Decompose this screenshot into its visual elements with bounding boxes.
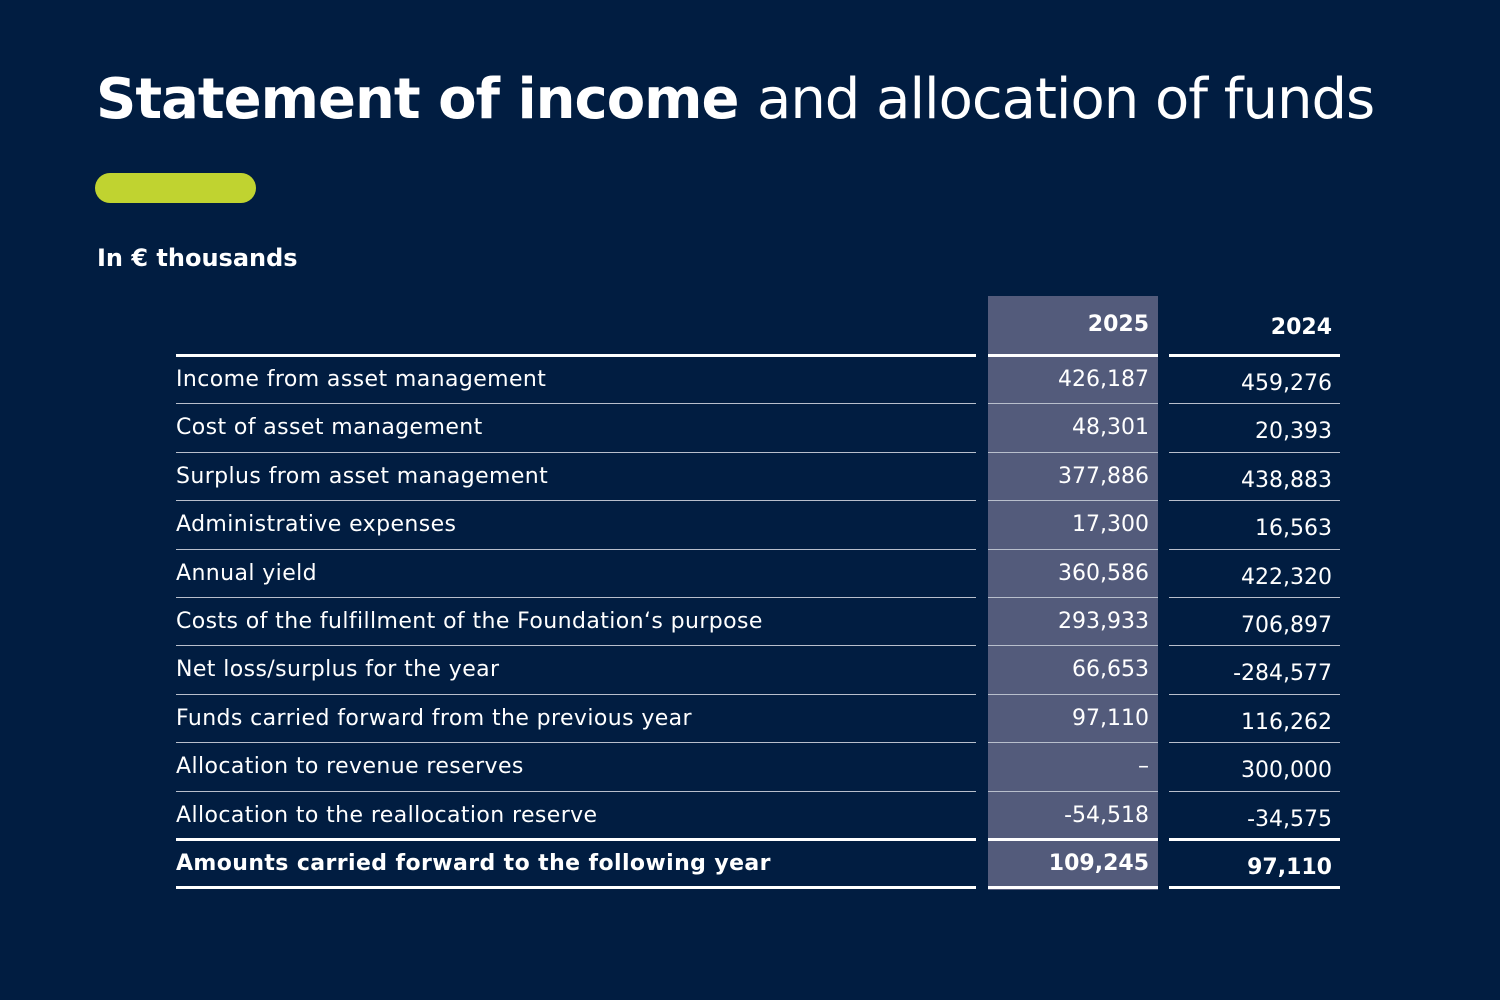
row-label: Income from asset management <box>176 367 547 392</box>
table-rule-thick <box>176 838 976 841</box>
table-row: Allocation to revenue reserves – 300,000 <box>0 744 1500 792</box>
table-rule <box>988 403 1158 405</box>
table-rule-thick <box>176 354 976 357</box>
table-rule <box>176 693 976 695</box>
table-row: Allocation to the reallocation reserve -5… <box>0 793 1500 841</box>
table-rule <box>1169 548 1340 550</box>
value-2024: 422,320 <box>1241 564 1332 590</box>
value-2025: 360,586 <box>1058 560 1149 586</box>
value-2025: 97,110 <box>1072 705 1149 731</box>
value-2025: 109,245 <box>1048 850 1149 876</box>
table-rule <box>176 597 976 598</box>
row-label: Cost of asset management <box>176 415 483 441</box>
table-row: Income from asset management 426,187 459,2… <box>0 357 1500 405</box>
table-rule-thick <box>988 354 1158 357</box>
table-row: Cost of asset management 48,301 20,393 <box>0 405 1500 453</box>
table-rule <box>1169 403 1340 405</box>
table-row: Surplus from asset management 377,886 438,… <box>0 454 1500 502</box>
page-title: Statement of income and allocation of fu… <box>96 62 1375 138</box>
title-light-part: and allocation of funds <box>757 67 1375 132</box>
table-rule <box>176 645 976 647</box>
table-rule-thick <box>988 838 1158 841</box>
value-2024: 459,276 <box>1241 371 1332 396</box>
value-2025: 66,653 <box>1072 657 1149 683</box>
table-rule <box>176 500 976 502</box>
accent-bar <box>95 173 256 203</box>
value-2024: -34,575 <box>1247 806 1332 832</box>
value-2025: 48,301 <box>1072 415 1149 441</box>
table-rule <box>1169 451 1340 453</box>
row-label: Funds carried forward from the previous … <box>176 705 693 731</box>
value-2024: 706,897 <box>1241 612 1332 638</box>
row-label: Allocation to revenue reserves <box>176 754 524 780</box>
row-label: Amounts carried forward to the following… <box>176 850 771 876</box>
value-2025: -54,518 <box>1064 802 1149 828</box>
value-2024: 20,393 <box>1255 419 1332 445</box>
table-rule <box>1169 500 1340 502</box>
value-2024: 16,563 <box>1255 516 1332 542</box>
table-rule <box>1169 645 1340 647</box>
value-2025: – <box>1138 754 1149 780</box>
table-rule <box>1169 597 1340 598</box>
value-2025: 377,886 <box>1058 463 1149 489</box>
column-header-2025: 2025 <box>1087 312 1149 337</box>
value-2025: 426,187 <box>1058 367 1149 392</box>
table-rule <box>1169 693 1340 695</box>
row-label: Allocation to the reallocation reserve <box>176 802 598 828</box>
table-row: Annual yield 360,586 422,320 <box>0 551 1500 599</box>
value-2024: -284,577 <box>1233 661 1332 687</box>
table-rule-thick <box>988 886 1158 890</box>
table-rule <box>988 597 1158 598</box>
table-rule <box>988 451 1158 453</box>
value-2024: 300,000 <box>1241 758 1332 784</box>
table-rule <box>1169 790 1340 792</box>
table-rule <box>176 548 976 550</box>
table-row: Funds carried forward from the previous … <box>0 696 1500 744</box>
table-rule <box>988 693 1158 695</box>
table-rule <box>176 790 976 792</box>
row-label: Administrative expenses <box>176 512 457 538</box>
table-rule <box>176 742 976 744</box>
value-2024: 97,110 <box>1247 854 1332 880</box>
table-rule <box>176 403 976 405</box>
statement-table: Income from asset management 426,187 459,2… <box>0 357 1500 889</box>
table-rule-thick <box>1169 354 1340 357</box>
table-row: Administrative expenses 17,300 16,563 <box>0 502 1500 550</box>
value-2024: 116,262 <box>1241 709 1332 735</box>
table-rule-thick <box>176 886 976 890</box>
table-rule <box>1169 742 1340 744</box>
table-rule <box>176 451 976 453</box>
table-row-total: Amounts carried forward to the following… <box>0 841 1500 889</box>
row-label: Net loss/surplus for the year <box>176 657 500 683</box>
value-2025: 17,300 <box>1072 512 1149 538</box>
value-2024: 438,883 <box>1241 467 1332 493</box>
table-rule <box>988 742 1158 744</box>
unit-label: In € thousands <box>97 244 298 272</box>
table-rule-thick <box>1169 838 1340 841</box>
table-row: Net loss/surplus for the year 66,653 -284,… <box>0 647 1500 695</box>
row-label: Surplus from asset management <box>176 463 549 489</box>
table-rule <box>988 790 1158 792</box>
row-label: Costs of the fulfillment of the Foundati… <box>176 608 763 634</box>
value-2025: 293,933 <box>1058 608 1149 634</box>
title-bold-part: Statement of income <box>96 67 739 132</box>
table-rule <box>988 500 1158 502</box>
row-label: Annual yield <box>176 560 318 586</box>
table-rule <box>988 645 1158 647</box>
table-rule-thick <box>1169 886 1340 890</box>
table-rule <box>988 548 1158 550</box>
column-header-2024: 2024 <box>1270 315 1332 340</box>
table-row: Costs of the fulfillment of the Foundati… <box>0 599 1500 647</box>
